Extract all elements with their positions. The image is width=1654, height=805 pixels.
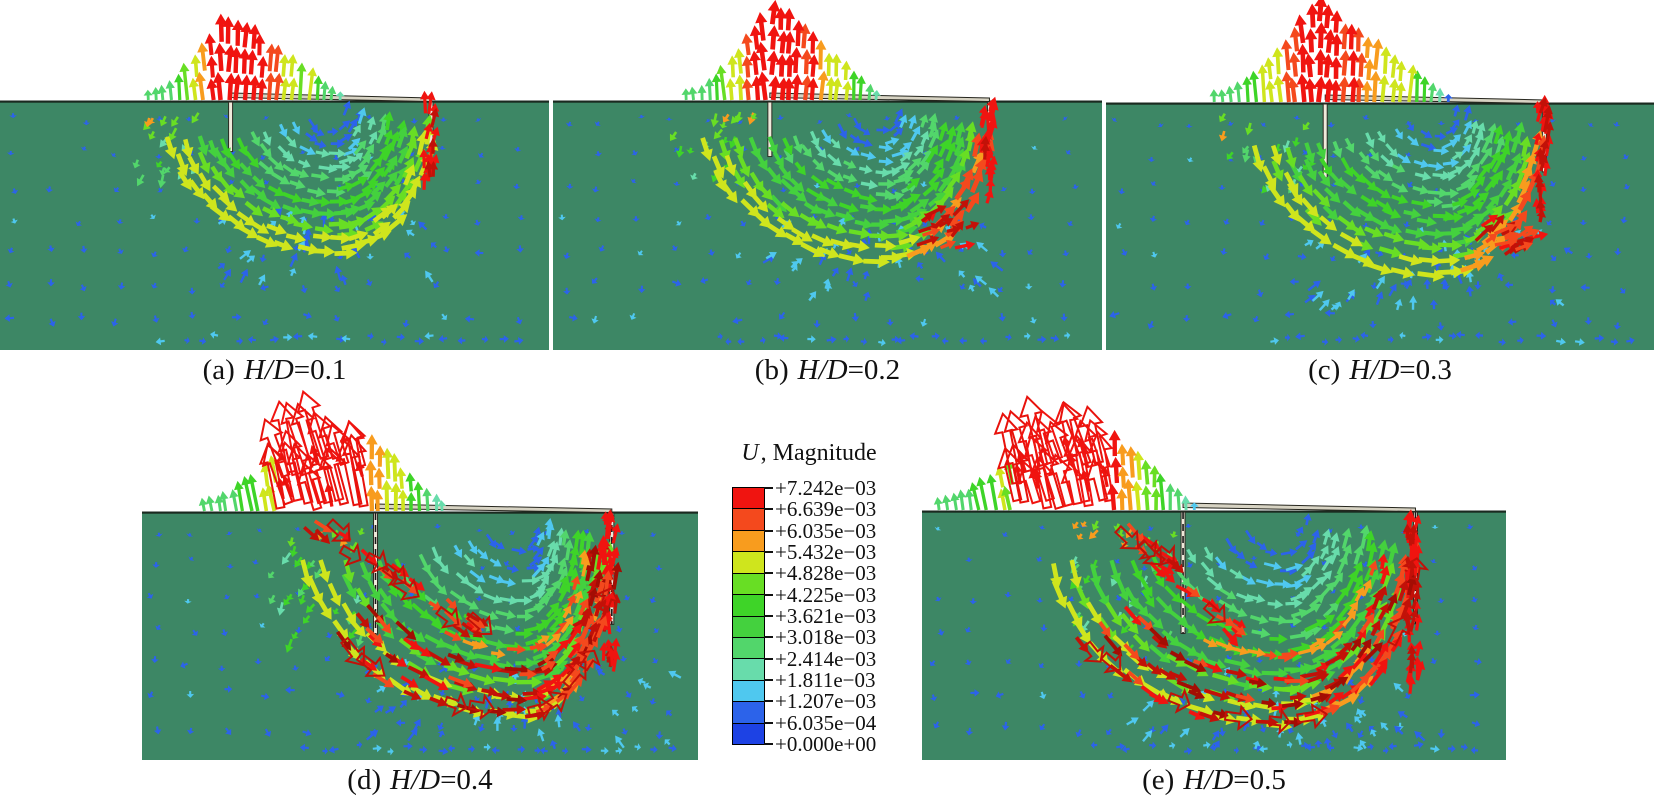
- caption-b: (b) H/D=0.2: [553, 354, 1102, 387]
- caption-a-variable: H/D: [243, 354, 294, 386]
- legend-tick-label: +6.035e−03: [775, 518, 877, 543]
- panel-b: (b) H/D=0.2: [553, 0, 1102, 387]
- legend-tick: [764, 721, 773, 724]
- legend-band: [733, 508, 764, 530]
- legend-tick: [764, 487, 773, 489]
- caption-a-value: =0.1: [293, 354, 347, 386]
- panel-c: (c) H/D=0.3: [1106, 0, 1654, 387]
- legend-band: [733, 551, 764, 573]
- legend-tick-label: +1.207e−03: [775, 689, 877, 714]
- legend-tick-label: +7.242e−03: [775, 476, 877, 500]
- legend-ticks: +7.242e−03 +6.639e−03 +6.035e−03 +5.432e−03…: [698, 476, 920, 756]
- legend-tick: [764, 615, 773, 617]
- vector-field-d: [142, 389, 698, 760]
- legend-tick: [764, 551, 773, 553]
- legend-band: [733, 722, 764, 745]
- legend-title-rest: , Magnitude: [760, 440, 877, 466]
- legend-tick-label: +3.018e−03: [775, 625, 877, 650]
- vector-field-b: [553, 0, 1102, 350]
- caption-b-value: =0.2: [847, 354, 901, 386]
- legend-tick-label: +1.811e−03: [775, 668, 876, 692]
- vector-field-e: [922, 394, 1506, 760]
- panel-e: (e) H/D=0.5: [922, 388, 1506, 797]
- caption-c: (c) H/D=0.3: [1106, 354, 1654, 387]
- legend-band: [733, 701, 764, 723]
- legend-tick: [764, 679, 773, 681]
- legend-band: [733, 488, 764, 509]
- legend-tick-label: +0.000e+00: [775, 732, 877, 756]
- legend-tick-label: +2.414e−03: [775, 646, 877, 671]
- legend-colorbar: [732, 487, 765, 745]
- legend-band: [733, 572, 764, 595]
- caption-c-index: (c): [1308, 354, 1341, 386]
- vector-field-a: [0, 13, 549, 350]
- caption-d-index: (d): [347, 764, 382, 796]
- legend-band: [733, 594, 764, 616]
- panel-d: (d) H/D=0.4: [142, 388, 698, 797]
- caption-c-value: =0.3: [1399, 354, 1452, 386]
- legend-title-symbol: U: [741, 440, 759, 466]
- legend-tick-label: +6.035e−04: [775, 710, 877, 735]
- legend-band: [733, 636, 764, 659]
- legend-tick-label: +3.621e−03: [775, 604, 877, 628]
- caption-c-variable: H/D: [1349, 354, 1400, 386]
- caption-e-variable: H/D: [1183, 764, 1234, 796]
- legend-tick: [764, 508, 773, 511]
- legend-band: [733, 529, 764, 552]
- legend-tick-label: +5.432e−03: [775, 540, 877, 564]
- panel-a: (a) H/D=0.1: [0, 0, 549, 387]
- legend-title: U, Magnitude: [698, 440, 920, 467]
- legend-band: [733, 658, 764, 680]
- legend-tick: [764, 529, 773, 532]
- caption-a-index: (a): [202, 354, 235, 386]
- caption-b-index: (b): [754, 354, 789, 386]
- legend-band: [733, 679, 764, 702]
- legend-tick: [764, 743, 773, 745]
- legend-tick-label: +4.828e−03: [775, 561, 877, 586]
- legend-tick: [764, 593, 773, 596]
- caption-b-variable: H/D: [797, 354, 848, 386]
- caption-d-variable: H/D: [390, 764, 441, 796]
- caption-e-index: (e): [1142, 764, 1175, 796]
- caption-d: (d) H/D=0.4: [142, 764, 698, 797]
- legend-tick: [764, 636, 773, 639]
- legend-band: [733, 615, 764, 637]
- caption-d-value: =0.4: [440, 764, 493, 796]
- legend-tick-label: +6.639e−03: [775, 497, 877, 522]
- legend-tick-label: +4.225e−03: [775, 582, 877, 607]
- legend-tick: [764, 700, 773, 703]
- legend-tick: [764, 657, 773, 660]
- caption-a: (a) H/D=0.1: [0, 354, 549, 387]
- caption-e-value: =0.5: [1233, 764, 1286, 796]
- vector-field-c: [1106, 0, 1654, 350]
- caption-e: (e) H/D=0.5: [922, 764, 1506, 797]
- legend: U, Magnitude +7.242e−03 +6.639e−03 +6.035e…: [698, 430, 920, 770]
- legend-tick: [764, 572, 773, 575]
